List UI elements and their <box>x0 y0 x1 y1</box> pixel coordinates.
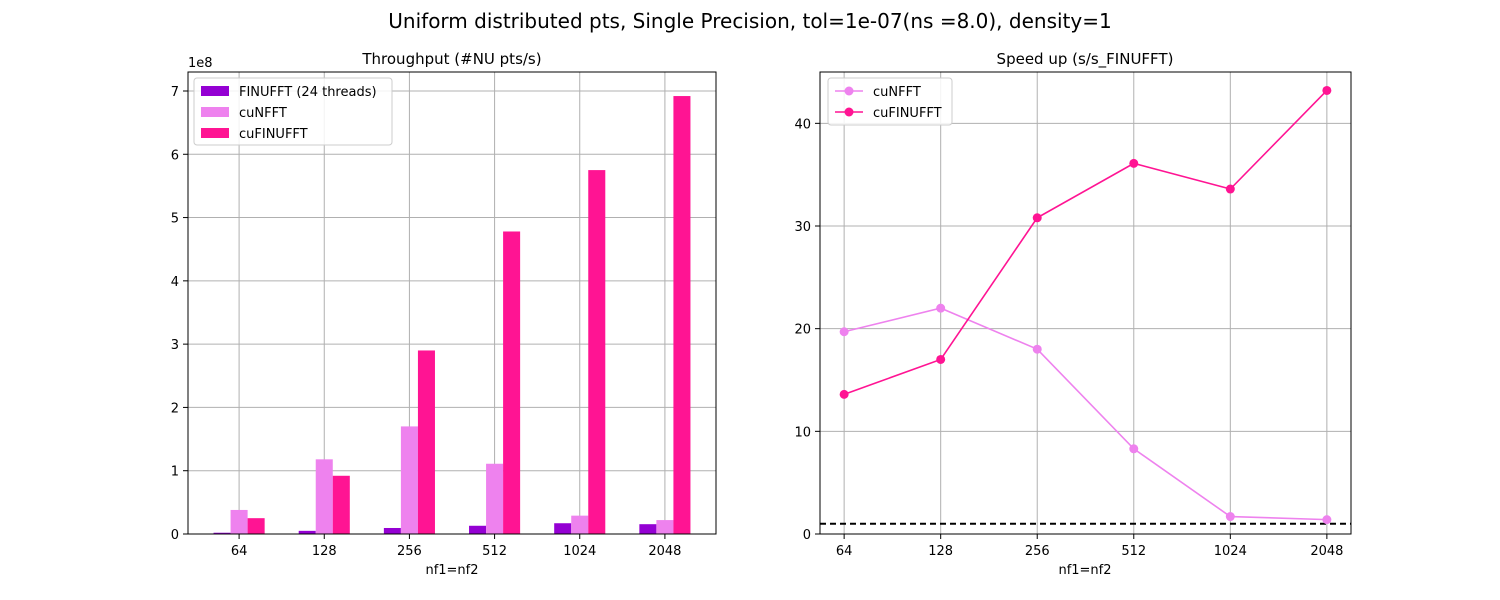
bar-cufinufft-2048 <box>673 96 691 534</box>
x-tick-label: 128 <box>928 544 953 559</box>
bar-cunfft-1024 <box>571 515 589 534</box>
bar-finufft-24-threads--64 <box>213 532 231 534</box>
speedup-title: Speed up (s/s_FINUFFT) <box>997 50 1174 69</box>
y-tick-label: 3 <box>171 338 179 353</box>
bar-cufinufft-64 <box>247 518 265 534</box>
x-tick-label: 1024 <box>1214 544 1247 559</box>
legend-label: cuFINUFFT <box>873 106 942 121</box>
legend-marker <box>844 86 854 96</box>
y-tick-label: 0 <box>171 528 179 543</box>
speedup-x-ticks: 64 128 256 512 1024 2048 <box>836 534 1343 559</box>
x-tick-label: 256 <box>397 544 422 559</box>
throughput-x-ticks: 64 128 256 512 1024 2048 <box>231 534 681 559</box>
point-cufinufft-2048 <box>1322 85 1332 95</box>
y-tick-label: 4 <box>171 275 179 290</box>
bar-cunfft-64 <box>230 509 248 534</box>
bar-finufft-24-threads--1024 <box>554 523 572 534</box>
bar-cufinufft-128 <box>332 475 350 534</box>
legend-box <box>827 77 953 126</box>
speedup-series-lines <box>839 85 1332 525</box>
legend-box <box>193 77 393 146</box>
y-tick-label: 30 <box>794 220 811 235</box>
y-tick-label: 2 <box>171 401 179 416</box>
speedup-line-chart: 64 128 256 512 1024 2048 0 10 20 30 40 Speed up (… <box>794 50 1352 578</box>
y-tick-label: 5 <box>171 212 179 227</box>
y-tick-label: 0 <box>803 528 811 543</box>
point-cunfft-64 <box>839 327 849 337</box>
point-cufinufft-512 <box>1129 158 1139 168</box>
bar-cufinufft-512 <box>503 231 521 534</box>
point-cufinufft-128 <box>936 354 946 364</box>
line-cufinufft <box>843 89 1328 396</box>
x-tick-label: 1024 <box>563 544 596 559</box>
y-tick-label: 40 <box>794 117 811 132</box>
x-tick-label: 2048 <box>648 544 681 559</box>
legend-label: cuNFFT <box>239 106 287 121</box>
bar-finufft-24-threads--2048 <box>639 524 657 534</box>
point-cunfft-1024 <box>1225 512 1235 522</box>
throughput-bar-chart: 64 128 256 512 1024 2048 0 1 2 3 4 5 6 7 1e8 Through… <box>171 50 717 578</box>
y-tick-label: 1 <box>171 465 179 480</box>
y-tick-label: 7 <box>171 85 179 100</box>
throughput-bars <box>213 96 691 534</box>
bar-cunfft-256 <box>400 426 418 534</box>
x-tick-label: 512 <box>482 544 507 559</box>
bar-cunfft-128 <box>315 459 333 534</box>
bar-cufinufft-256 <box>417 350 435 534</box>
y-tick-label: 10 <box>794 425 811 440</box>
bar-cunfft-2048 <box>656 520 674 534</box>
x-tick-label: 256 <box>1025 544 1050 559</box>
bar-finufft-24-threads--256 <box>383 527 401 534</box>
throughput-xlabel: nf1=nf2 <box>425 563 478 578</box>
legend-label: cuNFFT <box>873 85 921 100</box>
point-cufinufft-256 <box>1032 213 1042 223</box>
legend-label: FINUFFT (24 threads) <box>239 85 377 100</box>
point-cufinufft-64 <box>839 389 849 399</box>
legend-swatch <box>201 107 229 117</box>
point-cunfft-256 <box>1032 344 1042 354</box>
throughput-y-offset-label: 1e8 <box>188 56 213 71</box>
speedup-axes-frame <box>819 71 1352 535</box>
x-tick-label: 2048 <box>1310 544 1343 559</box>
point-cufinufft-1024 <box>1225 184 1235 194</box>
bar-finufft-24-threads--128 <box>298 530 316 534</box>
x-tick-label: 512 <box>1121 544 1146 559</box>
point-cunfft-2048 <box>1322 515 1332 525</box>
x-tick-label: 128 <box>312 544 337 559</box>
x-tick-label: 64 <box>231 544 248 559</box>
legend-swatch <box>201 86 229 96</box>
throughput-title: Throughput (#NU pts/s) <box>361 50 541 68</box>
bar-finufft-24-threads--512 <box>469 525 487 534</box>
y-tick-label: 20 <box>794 323 811 338</box>
legend-marker <box>844 107 854 117</box>
speedup-xlabel: nf1=nf2 <box>1058 563 1111 578</box>
bar-cufinufft-1024 <box>588 170 606 534</box>
figure-suptitle: Uniform distributed pts, Single Precisio… <box>388 9 1111 33</box>
throughput-y-ticks: 0 1 2 3 4 5 6 7 <box>171 85 188 543</box>
bar-cunfft-512 <box>486 463 504 534</box>
speedup-legend: cuNFFT cuFINUFFT <box>827 77 953 126</box>
x-tick-label: 64 <box>836 544 853 559</box>
throughput-axes-frame <box>187 71 717 535</box>
throughput-gridlines <box>188 72 716 535</box>
line-cunfft <box>843 307 1327 521</box>
point-cunfft-128 <box>936 303 946 313</box>
legend-label: cuFINUFFT <box>239 127 308 142</box>
speedup-y-ticks: 0 10 20 30 40 <box>794 117 820 543</box>
y-tick-label: 6 <box>171 148 179 163</box>
point-cunfft-512 <box>1129 444 1139 454</box>
throughput-legend: FINUFFT (24 threads) cuNFFT cuFINUFFT <box>193 77 393 146</box>
legend-swatch <box>201 128 229 138</box>
